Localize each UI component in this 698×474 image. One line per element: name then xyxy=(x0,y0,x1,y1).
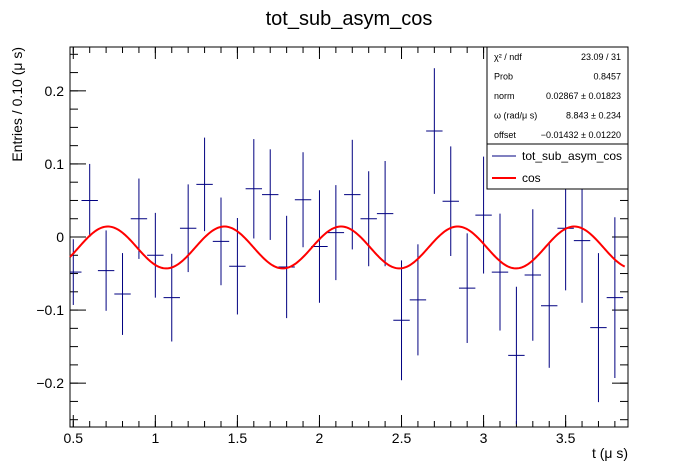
y-tick-label: −0.2 xyxy=(36,375,64,391)
stats-box xyxy=(486,46,629,145)
x-tick-label: 2 xyxy=(316,430,324,446)
stats-rows: χ² / ndf 23.09 / 31 Prob 0.8457 norm 0.02867 … xyxy=(494,52,621,140)
y-tick-label: 0 xyxy=(56,229,64,245)
y-tick-label: −0.1 xyxy=(36,302,64,318)
stats-value: −0.01432 ± 0.01220 xyxy=(541,130,621,140)
stats-value: 0.8457 xyxy=(593,72,621,82)
y-tick-label: 0.1 xyxy=(45,156,65,172)
legend-label: cos xyxy=(522,171,541,185)
stats-value: 23.09 / 31 xyxy=(581,52,621,62)
stats-label: offset xyxy=(494,130,516,140)
x-tick-label: 2.5 xyxy=(392,430,412,446)
stats-value: 8.843 ± 0.234 xyxy=(566,111,621,121)
x-tick-label: 1.5 xyxy=(228,430,248,446)
stats-label: Prob xyxy=(494,72,513,82)
x-tick-label: 1 xyxy=(151,430,159,446)
stats-label: χ² / ndf xyxy=(494,52,522,62)
stats-label: ω (rad/μ s) xyxy=(494,111,537,121)
x-axis-label: t (μ s) xyxy=(592,445,628,461)
fit-curve-cos xyxy=(69,225,626,270)
stats-value: 0.02867 ± 0.01823 xyxy=(546,91,621,101)
legend-box xyxy=(486,143,629,190)
x-tick-label: 0.5 xyxy=(64,430,84,446)
stats-label: norm xyxy=(494,91,515,101)
x-tick-label: 3 xyxy=(480,430,488,446)
legend-label: tot_sub_asym_cos xyxy=(522,149,622,163)
y-tick-label: 0.2 xyxy=(45,83,65,99)
chart-title: tot_sub_asym_cos xyxy=(266,8,433,30)
x-tick-label: 3.5 xyxy=(556,430,576,446)
y-axis-label: Entries / 0.10 (μ s) xyxy=(9,47,25,162)
